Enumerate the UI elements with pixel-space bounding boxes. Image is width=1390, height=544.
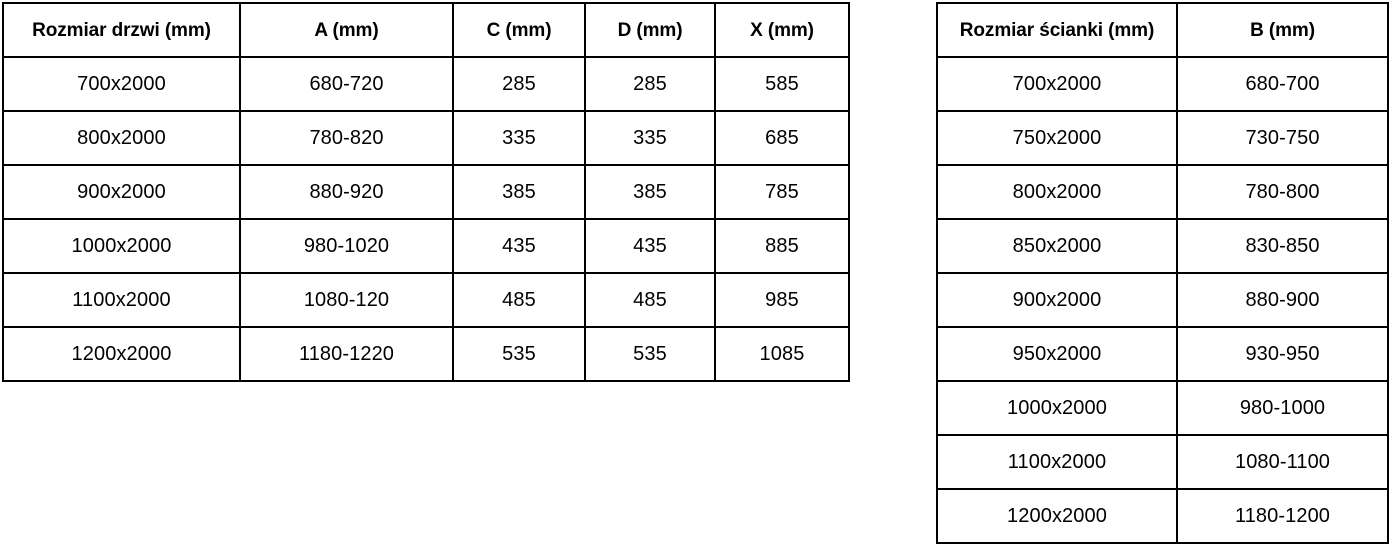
cell-a: 1080-120 (239, 272, 454, 328)
cell-b: 780-800 (1176, 164, 1389, 220)
cell-wall-size: 800x2000 (936, 164, 1178, 220)
table-row: 750x2000 730-750 (936, 110, 1389, 166)
cell-door-size: 1000x2000 (2, 218, 241, 274)
cell-b: 680-700 (1176, 56, 1389, 112)
cell-b: 980-1000 (1176, 380, 1389, 436)
cell-d: 385 (584, 164, 716, 220)
table-row: 1000x2000 980-1020 435 435 885 (2, 218, 850, 274)
cell-b: 1180-1200 (1176, 488, 1389, 544)
cell-c: 385 (452, 164, 586, 220)
cell-door-size: 1200x2000 (2, 326, 241, 382)
table-row: 1000x2000 980-1000 (936, 380, 1389, 436)
table-row: 1200x2000 1180-1220 535 535 1085 (2, 326, 850, 382)
column-header-d: D (mm) (584, 2, 716, 58)
cell-wall-size: 950x2000 (936, 326, 1178, 382)
column-header-a: A (mm) (239, 2, 454, 58)
cell-b: 880-900 (1176, 272, 1389, 328)
wall-table-header: Rozmiar ścianki (mm) B (mm) (936, 2, 1389, 58)
door-size-table: Rozmiar drzwi (mm) A (mm) C (mm) D (mm) … (2, 2, 850, 382)
door-table-header: Rozmiar drzwi (mm) A (mm) C (mm) D (mm) … (2, 2, 850, 58)
cell-door-size: 800x2000 (2, 110, 241, 166)
cell-wall-size: 1000x2000 (936, 380, 1178, 436)
cell-wall-size: 1200x2000 (936, 488, 1178, 544)
table-row: 950x2000 930-950 (936, 326, 1389, 382)
cell-c: 485 (452, 272, 586, 328)
table-row: 1100x2000 1080-120 485 485 985 (2, 272, 850, 328)
cell-wall-size: 900x2000 (936, 272, 1178, 328)
column-header-c: C (mm) (452, 2, 586, 58)
cell-wall-size: 850x2000 (936, 218, 1178, 274)
cell-d: 335 (584, 110, 716, 166)
table-row: 700x2000 680-720 285 285 585 (2, 56, 850, 112)
wall-size-table: Rozmiar ścianki (mm) B (mm) 700x2000 680… (936, 2, 1389, 544)
column-header-b: B (mm) (1176, 2, 1389, 58)
cell-b: 1080-1100 (1176, 434, 1389, 490)
column-header-wall-size: Rozmiar ścianki (mm) (936, 2, 1178, 58)
column-header-x: X (mm) (714, 2, 850, 58)
cell-a: 780-820 (239, 110, 454, 166)
cell-c: 285 (452, 56, 586, 112)
table-row: 800x2000 780-800 (936, 164, 1389, 220)
table-row: 900x2000 880-900 (936, 272, 1389, 328)
door-table-body: 700x2000 680-720 285 285 585 800x2000 78… (2, 56, 850, 382)
cell-c: 435 (452, 218, 586, 274)
table-row: 800x2000 780-820 335 335 685 (2, 110, 850, 166)
table-row: 900x2000 880-920 385 385 785 (2, 164, 850, 220)
column-header-door-size: Rozmiar drzwi (mm) (2, 2, 241, 58)
cell-x: 685 (714, 110, 850, 166)
cell-wall-size: 750x2000 (936, 110, 1178, 166)
cell-wall-size: 700x2000 (936, 56, 1178, 112)
table-header-row: Rozmiar drzwi (mm) A (mm) C (mm) D (mm) … (2, 2, 850, 58)
cell-x: 1085 (714, 326, 850, 382)
cell-a: 880-920 (239, 164, 454, 220)
cell-x: 985 (714, 272, 850, 328)
cell-wall-size: 1100x2000 (936, 434, 1178, 490)
cell-x: 885 (714, 218, 850, 274)
cell-b: 930-950 (1176, 326, 1389, 382)
table-row: 1200x2000 1180-1200 (936, 488, 1389, 544)
cell-d: 285 (584, 56, 716, 112)
table-header-row: Rozmiar ścianki (mm) B (mm) (936, 2, 1389, 58)
table-row: 1100x2000 1080-1100 (936, 434, 1389, 490)
cell-d: 535 (584, 326, 716, 382)
cell-x: 785 (714, 164, 850, 220)
cell-d: 435 (584, 218, 716, 274)
cell-c: 535 (452, 326, 586, 382)
wall-table-body: 700x2000 680-700 750x2000 730-750 800x20… (936, 56, 1389, 544)
cell-a: 980-1020 (239, 218, 454, 274)
cell-x: 585 (714, 56, 850, 112)
cell-a: 680-720 (239, 56, 454, 112)
cell-door-size: 700x2000 (2, 56, 241, 112)
cell-a: 1180-1220 (239, 326, 454, 382)
table-row: 850x2000 830-850 (936, 218, 1389, 274)
cell-b: 830-850 (1176, 218, 1389, 274)
cell-d: 485 (584, 272, 716, 328)
cell-door-size: 1100x2000 (2, 272, 241, 328)
cell-b: 730-750 (1176, 110, 1389, 166)
cell-c: 335 (452, 110, 586, 166)
table-row: 700x2000 680-700 (936, 56, 1389, 112)
cell-door-size: 900x2000 (2, 164, 241, 220)
